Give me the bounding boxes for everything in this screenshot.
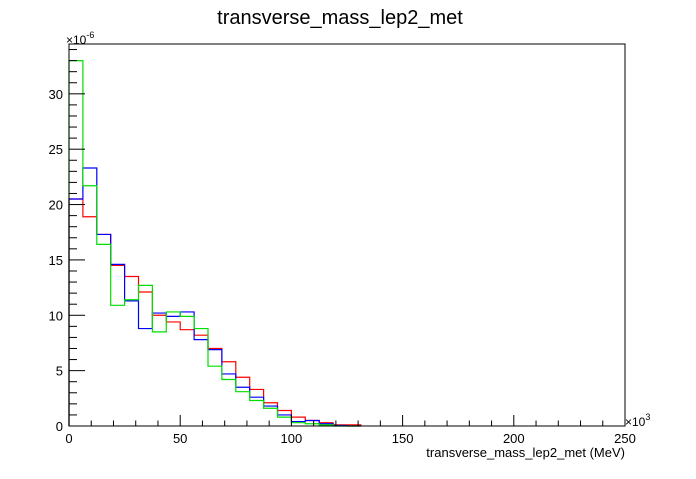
- y-tick-label: 5: [56, 364, 63, 379]
- x-axis-label: transverse_mass_lep2_met (MeV): [426, 445, 625, 460]
- y-tick-label: 25: [49, 142, 63, 157]
- x-tick-label: 100: [281, 431, 303, 446]
- y-tick-label: 30: [49, 87, 63, 102]
- x-tick-label: 150: [392, 431, 414, 446]
- y-tick-label: 15: [49, 253, 63, 268]
- series-layer: [68, 60, 362, 427]
- chart-title: transverse_mass_lep2_met: [217, 7, 463, 29]
- series-line-3: [68, 60, 361, 427]
- y-tick-label: 20: [49, 198, 63, 213]
- axis-layer: 0 50 100 150 200 250 0 5 10 15 20 25 30: [49, 43, 636, 446]
- x-tick-label: 250: [614, 431, 636, 446]
- x-exponent-label: ×103: [625, 412, 650, 429]
- x-tick-label: 200: [503, 431, 525, 446]
- x-tick-label: 0: [65, 431, 72, 446]
- y-tick-label: 10: [49, 308, 63, 323]
- y-tick-label: 0: [56, 419, 63, 434]
- x-tick-label: 50: [173, 431, 187, 446]
- y-exponent-label: ×10-6: [66, 30, 94, 47]
- plot-frame: [68, 43, 626, 427]
